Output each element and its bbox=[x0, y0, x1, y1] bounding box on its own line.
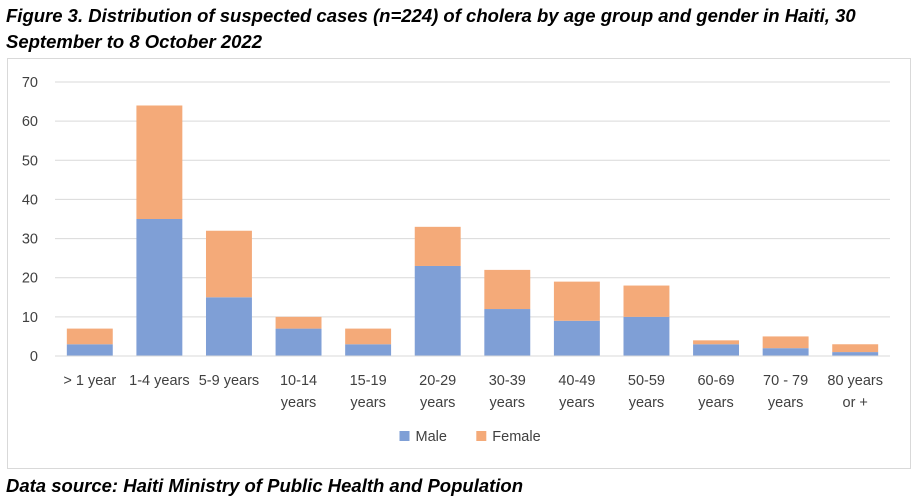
x-tick-label: 20-29 bbox=[419, 373, 456, 389]
x-tick-label: 1-4 years bbox=[129, 373, 189, 389]
y-tick-label: 0 bbox=[30, 349, 38, 365]
legend-label-female: Female bbox=[492, 429, 540, 445]
x-tick-label: years bbox=[559, 395, 594, 411]
bar-female-3 bbox=[275, 316, 322, 329]
legend-label-male: Male bbox=[416, 429, 447, 445]
legend: Male Female bbox=[399, 429, 541, 445]
y-tick-label: 10 bbox=[22, 310, 38, 326]
y-tick-label: 70 bbox=[22, 75, 38, 91]
bar-female-11 bbox=[832, 344, 879, 353]
bar-male-0 bbox=[66, 344, 113, 356]
bar-female-4 bbox=[345, 328, 392, 345]
y-tick-label: 30 bbox=[22, 232, 38, 248]
bar-female-5 bbox=[414, 226, 461, 266]
bar-male-10 bbox=[762, 348, 809, 356]
gridlines bbox=[55, 81, 890, 318]
bar-male-6 bbox=[484, 309, 531, 356]
bar-male-11 bbox=[832, 352, 879, 356]
x-tick-label: years bbox=[768, 395, 803, 411]
x-tick-label: years bbox=[490, 395, 525, 411]
bar-male-7 bbox=[553, 320, 600, 356]
legend-swatch-male bbox=[399, 431, 410, 441]
data-source-note: Data source: Haiti Ministry of Public He… bbox=[6, 475, 524, 496]
x-tick-label: years bbox=[350, 395, 385, 411]
bar-male-5 bbox=[414, 265, 461, 356]
bar-male-4 bbox=[345, 344, 392, 356]
x-tick-label: 5-9 years bbox=[199, 373, 259, 389]
y-tick-label: 60 bbox=[22, 114, 38, 130]
x-tick-label: 50-59 bbox=[628, 373, 665, 389]
x-tick-label: 80 years bbox=[827, 373, 883, 389]
x-tick-label: 30-39 bbox=[489, 373, 526, 389]
bar-male-2 bbox=[205, 297, 252, 356]
x-tick-label: years bbox=[698, 395, 733, 411]
bar-female-2 bbox=[205, 230, 252, 298]
chart-area bbox=[7, 58, 911, 469]
x-tick-label: > 1 year bbox=[63, 373, 116, 389]
x-tick-label: 10-14 bbox=[280, 373, 317, 389]
bar-male-8 bbox=[623, 316, 670, 356]
x-tick-label: years bbox=[420, 395, 455, 411]
y-tick-label: 40 bbox=[22, 192, 38, 208]
bar-male-9 bbox=[693, 344, 740, 356]
x-tick-label: years bbox=[281, 395, 316, 411]
x-tick-label: or + bbox=[843, 395, 868, 411]
x-axis-ticks: > 1 year 1-4 years 5-9 years 10-14 years 15-1… bbox=[63, 373, 883, 411]
bar-female-0 bbox=[66, 328, 113, 345]
bar-female-10 bbox=[762, 336, 809, 349]
bar-female-9 bbox=[693, 340, 740, 345]
y-tick-label: 50 bbox=[22, 153, 38, 169]
bar-series bbox=[66, 105, 879, 356]
bar-female-6 bbox=[484, 269, 531, 310]
x-tick-label: years bbox=[629, 395, 664, 411]
x-tick-label: 15-19 bbox=[350, 373, 387, 389]
x-tick-label: 60-69 bbox=[697, 373, 734, 389]
figure-title: Figure 3. Distribution of suspected case… bbox=[6, 5, 856, 52]
x-tick-label: 40-49 bbox=[558, 373, 595, 389]
x-tick-label: 70 - 79 bbox=[763, 373, 808, 389]
y-tick-label: 20 bbox=[22, 271, 38, 287]
bar-female-8 bbox=[623, 285, 670, 317]
bar-male-3 bbox=[275, 328, 322, 356]
bar-female-7 bbox=[553, 281, 600, 321]
legend-swatch-female bbox=[476, 431, 487, 441]
bar-female-1 bbox=[136, 105, 183, 219]
bar-male-1 bbox=[136, 219, 183, 356]
y-axis-ticks: 0 10 20 30 40 50 60 70 bbox=[22, 75, 38, 365]
